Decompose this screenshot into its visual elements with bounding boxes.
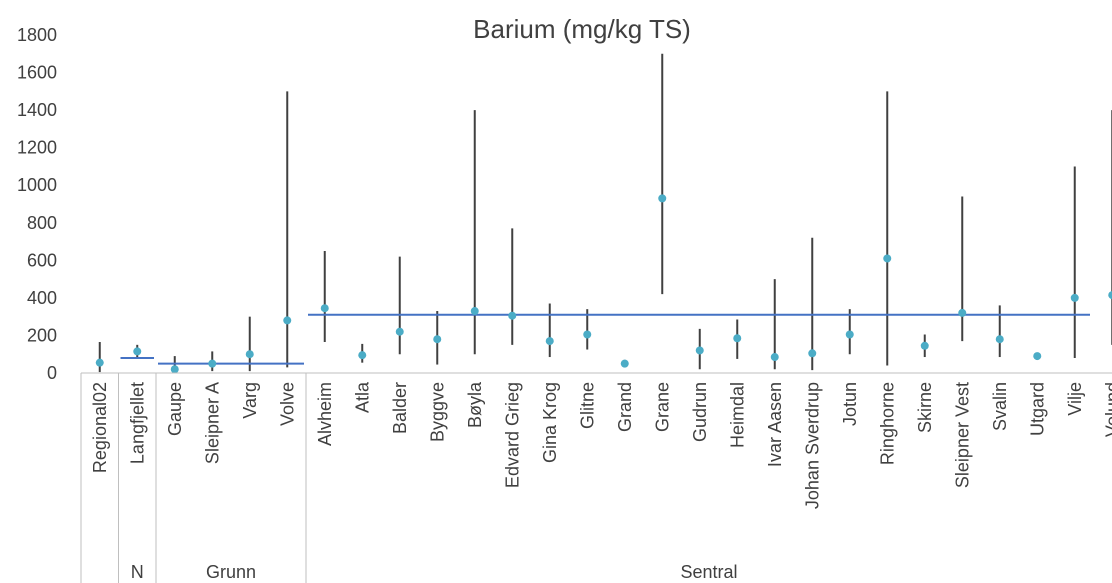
x-tick-label: Sleipner A [202, 382, 222, 464]
data-point [395, 327, 404, 336]
data-point [545, 337, 554, 346]
y-tick-label: 1400 [17, 100, 57, 120]
x-tick-label: Volund [1102, 382, 1112, 437]
x-tick-label: Atla [352, 381, 372, 413]
x-tick-label: Heimdal [727, 382, 747, 448]
data-point [1108, 291, 1112, 300]
x-tick-label: Gaupe [165, 382, 185, 436]
y-tick-label: 1000 [17, 175, 57, 195]
range-lines [98, 53, 1112, 373]
x-tick-label: Ringhorne [877, 382, 897, 465]
data-point [508, 311, 517, 320]
data-point [808, 349, 817, 358]
data-point [283, 316, 292, 325]
y-tick-label: 400 [27, 288, 57, 308]
data-point [695, 346, 704, 355]
data-point [133, 347, 142, 356]
data-point [620, 359, 629, 368]
y-axis: 0 200 400 600 800 1000 1200 1400 1600 1800 [17, 25, 57, 383]
x-tick-label: Utgard [1027, 382, 1047, 436]
data-point [1033, 352, 1042, 361]
x-tick-label: Bøyla [465, 381, 485, 428]
data-point [733, 334, 742, 343]
data-point [958, 308, 967, 317]
y-tick-label: 0 [47, 363, 57, 383]
group-label: Sentral [680, 562, 737, 582]
x-tick-label: Johan Sverdrup [802, 382, 822, 509]
x-tick-label: Langfjellet [127, 382, 147, 464]
x-tick-label: Gudrun [690, 382, 710, 442]
x-tick-label: Svalin [990, 382, 1010, 431]
x-tick-label: Balder [390, 382, 410, 434]
y-tick-label: 600 [27, 250, 57, 270]
data-point [470, 307, 479, 316]
data-point [170, 365, 179, 374]
x-axis: Regional02 Langfjellet Gaupe Sleipner A Varg… [80, 372, 1112, 583]
x-tick-label: Glitne [577, 382, 597, 429]
x-tick-label: Volve [277, 382, 297, 426]
data-point [95, 358, 104, 367]
y-tick-label: 1200 [17, 138, 57, 158]
data-point [845, 330, 854, 339]
y-tick-label: 200 [27, 325, 57, 345]
y-tick-label: 1600 [17, 63, 57, 83]
x-tick-label: Gina Krog [540, 382, 560, 463]
x-tick-label: Grane [652, 382, 672, 432]
data-point [583, 330, 592, 339]
x-tick-label: Jotun [840, 382, 860, 426]
data-point [208, 359, 217, 368]
data-point [358, 351, 367, 360]
x-tick-label: Alvheim [315, 382, 335, 446]
x-tick-label: Varg [240, 382, 260, 419]
data-point [1070, 293, 1079, 302]
chart-title: Barium (mg/kg TS) [473, 14, 691, 44]
group-label: N [131, 562, 144, 582]
data-point [995, 335, 1004, 344]
data-point [883, 254, 892, 263]
data-points [95, 194, 1112, 374]
x-tick-label: Byggve [427, 382, 447, 442]
data-point [245, 350, 254, 359]
data-point [433, 335, 442, 344]
x-tick-label: Sleipner Vest [952, 382, 972, 488]
data-point [658, 194, 667, 203]
x-tick-label: Skirne [915, 382, 935, 433]
x-tick-label: Edvard Grieg [502, 382, 522, 488]
group-mean-lines [120, 313, 1090, 365]
x-tick-label: Vilje [1065, 382, 1085, 416]
data-point [770, 353, 779, 362]
data-point [320, 304, 329, 313]
x-tick-label: Ivar Aasen [765, 382, 785, 467]
group-label: Grunn [206, 562, 256, 582]
y-tick-label: 800 [27, 213, 57, 233]
y-tick-label: 1800 [17, 25, 57, 45]
x-tick-label: Grand [615, 382, 635, 432]
data-point [920, 341, 929, 350]
x-tick-label: Regional02 [90, 382, 110, 473]
